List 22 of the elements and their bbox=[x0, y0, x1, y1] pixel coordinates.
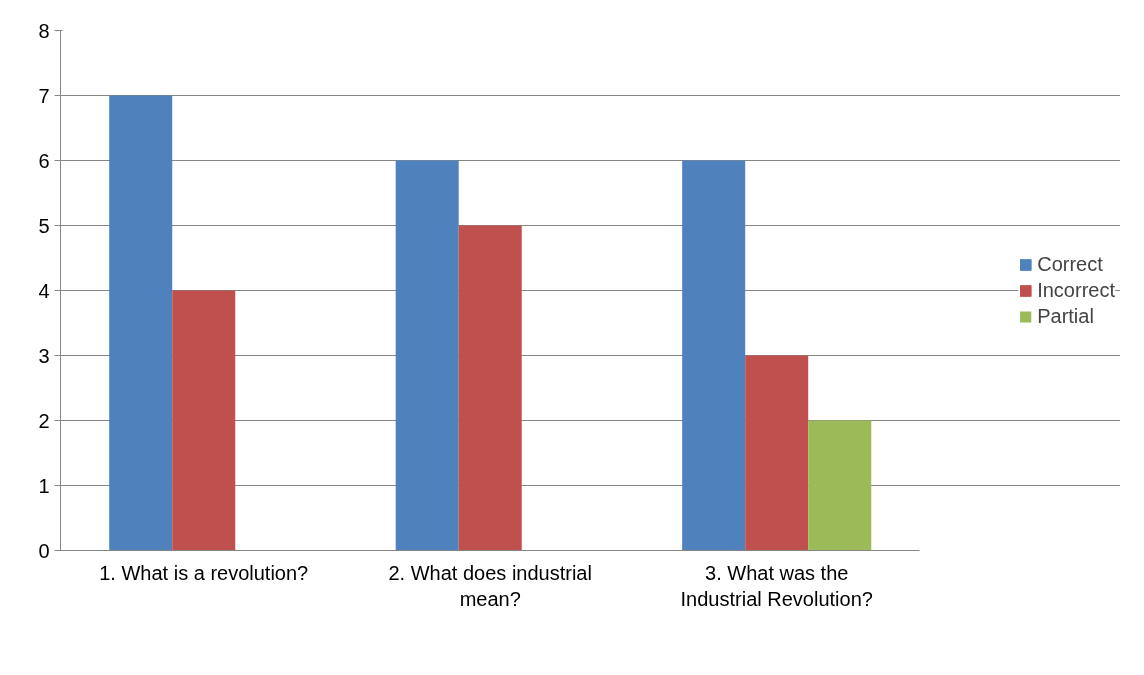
y-tick-label: 4 bbox=[38, 279, 50, 302]
x-tick-label: 1. What is a revolution? bbox=[99, 561, 309, 584]
y-tick-label: 0 bbox=[38, 539, 50, 562]
bar bbox=[745, 355, 809, 551]
y-tick-label: 2 bbox=[38, 409, 50, 432]
legend-label: Partial bbox=[1037, 304, 1094, 328]
bar bbox=[395, 160, 459, 551]
bar bbox=[808, 420, 872, 551]
y-tick-label: 8 bbox=[38, 19, 50, 42]
y-tick-label: 7 bbox=[38, 84, 50, 107]
y-tick-label: 1 bbox=[38, 474, 50, 497]
legend-label: Incorrect bbox=[1037, 278, 1115, 302]
bar bbox=[109, 95, 173, 551]
y-tick-label: 5 bbox=[38, 214, 50, 237]
x-tick-label: 3. What was the Industrial Revolution? bbox=[680, 561, 873, 610]
legend-label: Correct bbox=[1037, 252, 1103, 276]
y-tick-label: 6 bbox=[38, 149, 50, 172]
bar bbox=[172, 290, 236, 551]
bar bbox=[682, 160, 746, 551]
y-tick-label: 3 bbox=[38, 344, 50, 367]
bar bbox=[458, 225, 522, 551]
x-tick-label: 2. What does industrial mean? bbox=[388, 561, 592, 610]
